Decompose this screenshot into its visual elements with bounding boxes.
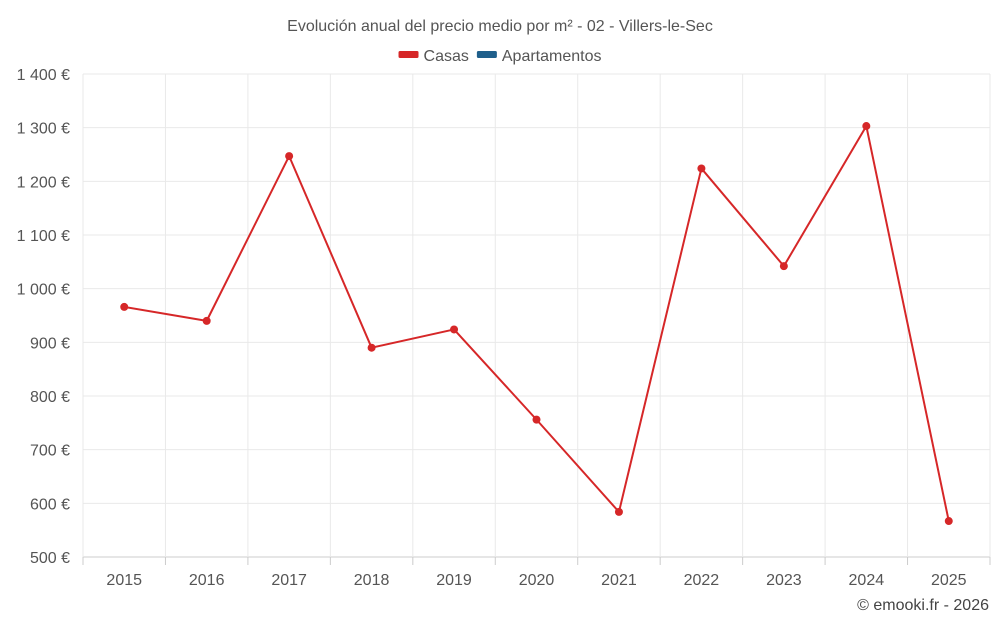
- x-tick-label: 2023: [766, 572, 802, 589]
- y-axis: 500 € 600 € 700 € 800 € 900 € 1 000 € 1 100 € 1…: [17, 67, 70, 567]
- x-tick-label: 2015: [106, 572, 142, 589]
- x-tick-label: 2022: [684, 572, 720, 589]
- grid-lines: [82, 73, 991, 558]
- data-point-2017[interactable]: [285, 152, 294, 161]
- y-tick-label: 600 €: [30, 496, 70, 513]
- y-tick-label: 800 €: [30, 389, 70, 406]
- credit-text: © emooki.fr - 2026: [857, 597, 989, 614]
- y-tick-label: 1 400 €: [17, 67, 70, 84]
- x-tick-label: 2020: [519, 572, 555, 589]
- legend-swatch: [476, 51, 497, 58]
- y-tick-label: 700 €: [30, 443, 70, 460]
- y-tick-label: 1 100 €: [17, 228, 70, 245]
- data-point-2015[interactable]: [120, 302, 129, 311]
- x-axis: 2015 2016 2017 2018 2019 2020 2021 2022 2023 2024…: [82, 557, 991, 589]
- legend-item[interactable]: Casas: [398, 48, 469, 65]
- legend: Casas Apartamentos: [398, 48, 602, 65]
- x-tick-label: 2018: [354, 572, 390, 589]
- y-tick-label: 1 000 €: [17, 282, 70, 299]
- legend-label: Apartamentos: [502, 48, 602, 65]
- data-point-2024[interactable]: [862, 122, 871, 131]
- series-layer: [120, 122, 953, 526]
- data-point-2018[interactable]: [367, 343, 376, 352]
- x-tick-label: 2025: [931, 572, 967, 589]
- y-tick-label: 900 €: [30, 335, 70, 352]
- data-point-2022[interactable]: [697, 164, 706, 173]
- x-tick-label: 2016: [189, 572, 225, 589]
- data-point-2019[interactable]: [450, 325, 459, 334]
- data-point-2023[interactable]: [779, 262, 788, 271]
- y-tick-label: 1 300 €: [17, 121, 70, 138]
- legend-item[interactable]: Apartamentos: [476, 48, 602, 65]
- data-point-2025[interactable]: [944, 517, 953, 526]
- chart-title: Evolución anual del precio medio por m² …: [287, 18, 713, 35]
- x-tick-label: 2024: [849, 572, 885, 589]
- legend-label: Casas: [424, 48, 469, 65]
- data-point-2021[interactable]: [614, 507, 623, 516]
- y-tick-label: 500 €: [30, 550, 70, 567]
- y-tick-label: 1 200 €: [17, 174, 70, 191]
- legend-swatch: [398, 51, 419, 58]
- x-tick-label: 2017: [271, 572, 307, 589]
- data-point-2016[interactable]: [202, 316, 211, 325]
- data-point-2020[interactable]: [532, 415, 541, 424]
- x-tick-label: 2019: [436, 572, 472, 589]
- x-tick-label: 2021: [601, 572, 637, 589]
